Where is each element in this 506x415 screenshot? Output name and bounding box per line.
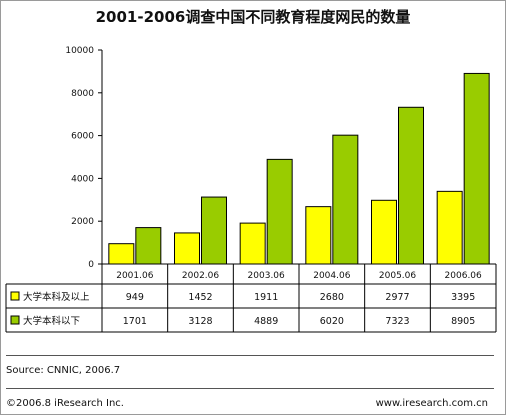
chart-title: 2001-2006调查中国不同教育程度网民的数量 — [95, 8, 411, 26]
bar-series-1 — [305, 206, 332, 265]
data-label: 949 — [126, 292, 144, 303]
y-tick-label: 4000 — [71, 174, 94, 184]
legend-label-1: 大学本科及以上 — [23, 291, 90, 303]
divider-line-top — [6, 355, 494, 356]
bar-series-1 — [371, 199, 397, 265]
source-note: Source: CNNIC, 2006.7 — [6, 365, 121, 376]
x-tick-label: 2005.06 — [379, 271, 416, 281]
legend-swatch-2 — [10, 315, 20, 325]
bar-series-2 — [463, 72, 490, 265]
data-label: 1911 — [254, 292, 278, 303]
bar-series-2 — [266, 158, 293, 265]
y-tick-label: 6000 — [71, 132, 94, 142]
data-label: 1452 — [188, 292, 212, 303]
data-label: 3395 — [451, 292, 475, 303]
bar-series-2 — [332, 134, 359, 265]
data-label: 3128 — [188, 316, 212, 327]
bar-series-1 — [239, 222, 266, 265]
y-tick-label: 8000 — [71, 89, 94, 99]
legend-swatch-1 — [10, 291, 20, 301]
bar-series-1 — [436, 190, 463, 265]
copyright-text: ©2006.8 iResearch Inc. — [6, 398, 124, 409]
data-label: 2680 — [320, 292, 344, 303]
data-label: 2977 — [385, 292, 409, 303]
data-label: 1701 — [123, 316, 147, 327]
website-text: www.iresearch.com.cn — [375, 398, 488, 409]
data-label: 8905 — [451, 316, 475, 327]
y-tick-label: 2000 — [71, 217, 94, 227]
x-tick-label: 2001.06 — [116, 271, 153, 281]
bar-series-2 — [135, 227, 162, 265]
divider-line-bottom — [6, 388, 494, 389]
y-tick-label: 10000 — [65, 46, 94, 56]
x-tick-label: 2006.06 — [445, 271, 482, 281]
y-tick-label: 0 — [88, 260, 94, 270]
data-label: 6020 — [320, 316, 344, 327]
x-tick-label: 2004.06 — [313, 271, 350, 281]
bar-series-1 — [108, 243, 135, 265]
x-tick-label: 2002.06 — [182, 271, 219, 281]
x-tick-label: 2003.06 — [248, 271, 285, 281]
bar-series-2 — [201, 196, 227, 265]
bar-series-2 — [398, 106, 424, 265]
data-label: 4889 — [254, 316, 278, 327]
legend-label-2: 大学本科以下 — [23, 315, 80, 327]
data-label: 7323 — [385, 316, 409, 327]
bar-series-1 — [174, 232, 200, 265]
